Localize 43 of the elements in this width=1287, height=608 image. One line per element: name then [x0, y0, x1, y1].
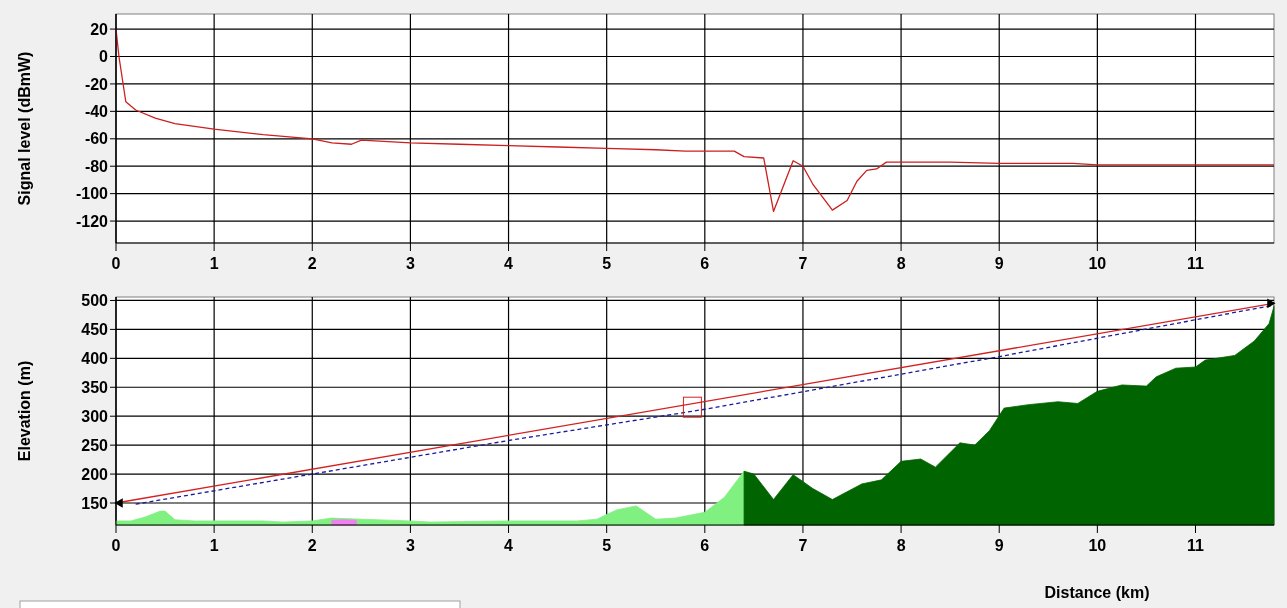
x-tick-label: 8: [896, 255, 906, 272]
y-tick-label: 400: [81, 349, 109, 367]
x-tick-label: 1: [209, 255, 219, 272]
y-axis-title: Elevation (m): [16, 360, 33, 462]
y-tick-label: 200: [81, 465, 109, 483]
x-tick-label: 0: [111, 537, 121, 554]
y-tick-label: -40: [84, 102, 109, 120]
x-tick-label: 5: [602, 537, 612, 554]
x-tick-label: 6: [700, 537, 710, 554]
y-axis-title: Signal level (dBmW): [16, 51, 33, 206]
x-tick-label: 3: [405, 537, 415, 554]
x-tick-label: 11: [1187, 537, 1205, 554]
x-tick-label: 4: [504, 537, 514, 554]
x-tick-label: 4: [504, 255, 514, 272]
x-tick-label: 9: [994, 255, 1004, 272]
x-tick-label: 7: [798, 255, 808, 272]
y-tick-label: 250: [81, 436, 109, 454]
y-tick-label: -100: [75, 185, 109, 203]
x-tick-label: 9: [994, 537, 1004, 554]
y-tick-label: -20: [84, 75, 109, 93]
y-tick-label: 150: [81, 494, 109, 512]
y-tick-label: 300: [81, 407, 109, 425]
x-tick-label: 2: [307, 255, 317, 272]
y-tick-label: 0: [99, 48, 109, 66]
y-tick-label: 20: [90, 20, 109, 38]
y-tick-label: -120: [75, 212, 109, 230]
x-tick-label: 11: [1187, 255, 1205, 272]
y-tick-label: 350: [81, 378, 109, 396]
x-tick-label: 3: [405, 255, 415, 272]
x-tick-label: 7: [798, 537, 808, 554]
y-tick-label: -60: [84, 130, 109, 148]
x-tick-label: 5: [602, 255, 612, 272]
x-tick-label: 10: [1088, 537, 1107, 554]
x-tick-label: 1: [209, 537, 219, 554]
y-tick-label: -80: [84, 157, 109, 175]
x-axis-title: Distance (km): [1044, 584, 1150, 601]
x-tick-label: 0: [111, 255, 121, 272]
x-tick-label: 10: [1088, 255, 1107, 272]
y-tick-label: 500: [81, 292, 109, 310]
y-tick-label: 450: [81, 321, 109, 339]
x-tick-label: 2: [307, 537, 317, 554]
x-tick-label: 8: [896, 537, 906, 554]
x-tick-label: 6: [700, 255, 710, 272]
